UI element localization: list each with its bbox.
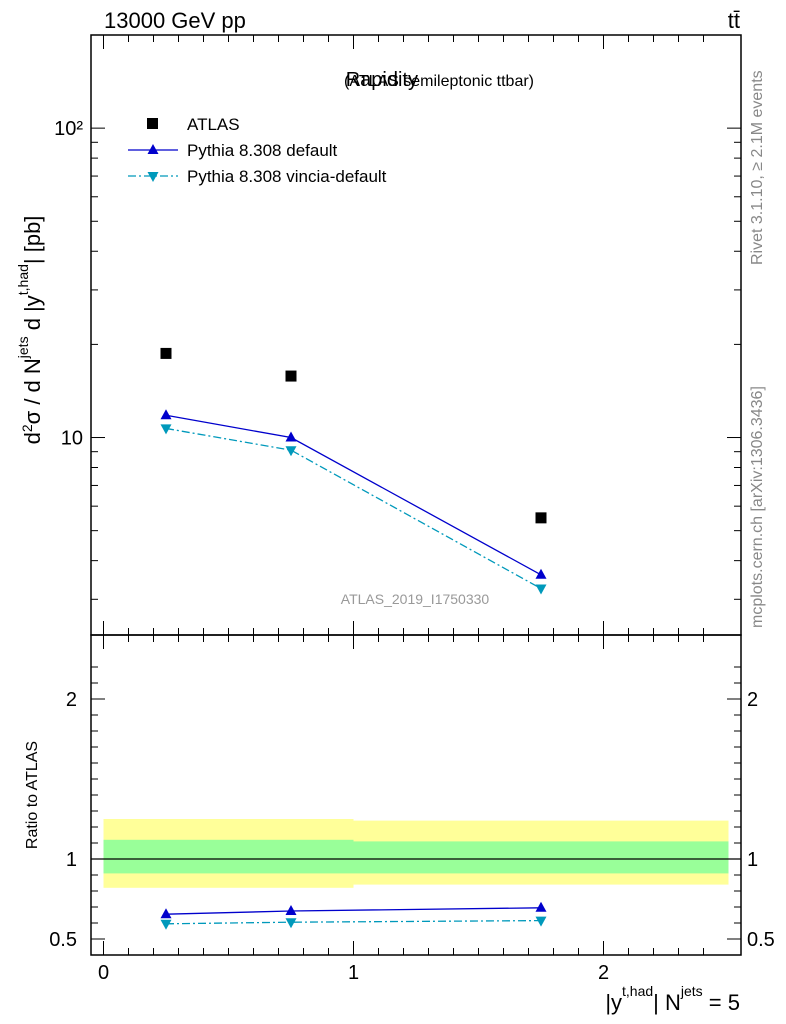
- y-tick-label: 10²: [54, 118, 83, 140]
- data-point-triangle-down: [160, 919, 172, 930]
- ratio-y-tick-label: 0.5: [747, 929, 775, 951]
- legend-marker-atlas: [147, 118, 158, 129]
- y-tick-label: 10: [61, 428, 83, 450]
- ratio-panel: 0.5 0.5 1 1 2 2 0 1 2 Ratio to ATLAS |yt,had| Nj…: [24, 634, 775, 1015]
- data-point-square: [535, 512, 547, 524]
- main-axis-ticks: 10 10²: [54, 34, 741, 635]
- data-point-square: [160, 347, 172, 359]
- data-point-triangle-up: [160, 908, 172, 919]
- legend-label-atlas: ATLAS: [187, 115, 240, 134]
- x-axis-label: |yt,had| Njets = 5: [605, 983, 740, 1015]
- main-series-group: [160, 347, 547, 595]
- uncertainty-band: [103, 839, 229, 874]
- legend-label-default: Pythia 8.308 default: [187, 141, 338, 160]
- data-point-triangle-down: [535, 584, 547, 595]
- process-label: tt̄: [728, 8, 740, 33]
- mcplots-label: mcplots.cern.ch [arXiv:1306.3436]: [749, 386, 766, 628]
- series-line: [165, 427, 542, 590]
- legend-marker-default: [147, 144, 159, 154]
- uncertainty-band: [353, 841, 729, 874]
- series-line: [165, 414, 542, 576]
- ratio-x-tick-label: 2: [598, 962, 609, 984]
- data-point-triangle-up: [285, 905, 297, 915]
- energy-label: 13000 GeV pp: [104, 8, 246, 33]
- ratio-bands: [103, 819, 729, 888]
- legend-label-vincia: Pythia 8.308 vincia-default: [187, 167, 387, 186]
- series-line: [165, 907, 542, 915]
- data-point-triangle-up: [535, 901, 547, 912]
- analysis-label: ATLAS_2019_I1750330: [341, 591, 490, 607]
- ratio-x-tick-label: 1: [348, 962, 359, 984]
- uncertainty-band: [228, 839, 354, 874]
- ratio-axis-ticks: 0.5 0.5 1 1 2 2 0 1 2: [49, 635, 775, 984]
- rivet-label: Rivet 3.1.10, ≥ 2.1M events: [749, 70, 766, 265]
- data-point-triangle-up: [160, 409, 172, 420]
- ratio-frame: [90, 634, 742, 956]
- data-point-triangle-up: [285, 431, 297, 442]
- svg-text:|yt,had| Njets = 5: |yt,had| Njets = 5: [605, 983, 740, 1015]
- main-subtitle: (ATLAS semileptonic ttbar): [344, 73, 534, 90]
- ratio-series-group: [160, 901, 547, 930]
- ratio-y-tick-label: 1: [747, 849, 758, 871]
- ratio-y-label: Ratio to ATLAS: [24, 741, 41, 849]
- data-point-square: [285, 370, 297, 382]
- main-title: Rapidity: [346, 69, 418, 91]
- data-point-triangle-down: [535, 916, 547, 927]
- data-point-triangle-down: [285, 918, 297, 929]
- ratio-y-tick-label: 1: [66, 849, 77, 871]
- ratio-x-tick-label: 0: [98, 962, 109, 984]
- series-line: [165, 919, 542, 925]
- ratio-y-tick-label: 0.5: [49, 929, 77, 951]
- y-axis-label: d2σ / d Njets d |yt,had| [pb]: [15, 216, 45, 445]
- main-panel: 10 10² Rapidity (ATLAS semileptonic ttbar…: [15, 34, 742, 636]
- data-point-triangle-up: [535, 568, 547, 579]
- data-point-triangle-down: [160, 424, 172, 435]
- svg-text:d2σ / d Njets d |yt,had| [pb]: d2σ / d Njets d |yt,had| [pb]: [15, 216, 45, 445]
- ratio-y-tick-label: 2: [747, 689, 758, 711]
- legend: ATLAS Pythia 8.308 default Pythia 8.308 …: [128, 115, 387, 186]
- legend-marker-vincia: [147, 172, 159, 182]
- data-point-triangle-down: [285, 446, 297, 457]
- ratio-y-tick-label: 2: [66, 689, 77, 711]
